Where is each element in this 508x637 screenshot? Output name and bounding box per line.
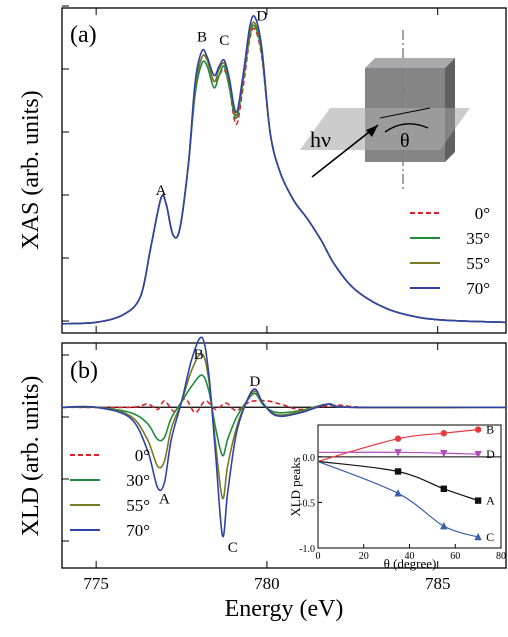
inset-series-label: C [486,530,494,544]
xas-peak-label: B [197,30,207,46]
xld-peak-label: A [159,492,170,508]
xld-peaks-inset: XLD peaks θ (degree) 0 20 40 60 80-1.0-0.50.… [288,423,506,571]
inset-xtick-label: 20 [359,551,369,562]
legend-label: 0° [475,204,490,223]
inset-marker [395,435,401,441]
panel-a-label: (a) [70,22,97,48]
inset-xtick-label: 40 [405,551,415,562]
legend-label: 35° [466,229,490,248]
inset-xtick-label: 60 [450,551,460,562]
inset-marker [475,497,481,503]
geometry-inset-diagram: hν θ [300,30,470,190]
xld-peak-label: C [228,540,238,556]
inset-series-label: D [486,447,495,461]
legend-label: 70° [466,279,490,298]
x-axis-label: Energy (eV) [225,596,344,622]
legend-label: 0° [135,446,150,465]
x-tick-label: 785 [425,574,451,593]
xas-peak-label: D [256,8,267,24]
angle-label: θ [400,130,410,152]
inset-marker [395,468,401,474]
photon-label: hν [310,127,331,152]
sample-block-top [365,58,455,68]
x-tick-label: 780 [254,574,280,593]
inset-series-label: A [486,494,495,508]
panel-b-label: (b) [70,358,98,384]
panel-a-xas: (a) XAS (arb. units) A B C D hν θ 0° 35° 55° 7… [18,6,506,333]
xas-peak-label: C [219,33,229,49]
panel-b-legend: 0° 30° 55° 70° [70,446,150,540]
panel-b-ylabel: XLD (arb. units) [18,376,44,537]
xld-peak-label: B [194,347,204,363]
inset-ytick-label: -0.5 [299,498,315,509]
inset-ytick-label: 0.0 [303,453,316,464]
inset-marker [441,486,447,492]
legend-label: 70° [126,521,150,540]
xas-peak-label: A [156,183,167,199]
inset-marker [441,430,447,436]
inset-series-label: B [486,423,494,437]
inset-xtick-label: 0 [316,551,321,562]
inset-ytick-label: -1.0 [299,544,315,555]
legend-label: 55° [126,496,150,515]
inset-frame [318,425,501,548]
legend-label: 30° [126,471,150,490]
panel-b-xld: (b) XLD (arb. units) Energy (eV) 775 780 7… [18,337,506,622]
x-tick-label: 775 [83,574,109,593]
inset-marker [475,426,481,432]
legend-label: 55° [466,254,490,273]
xld-peak-label: D [250,374,261,390]
inset-xtick-label: 80 [496,551,506,562]
panel-a-ylabel: XAS (arb. units) [18,90,44,249]
panel-a-frame [62,8,506,333]
panel-a-legend: 0° 35° 55° 70° [410,204,490,298]
xld-series-line-1 [62,399,506,413]
